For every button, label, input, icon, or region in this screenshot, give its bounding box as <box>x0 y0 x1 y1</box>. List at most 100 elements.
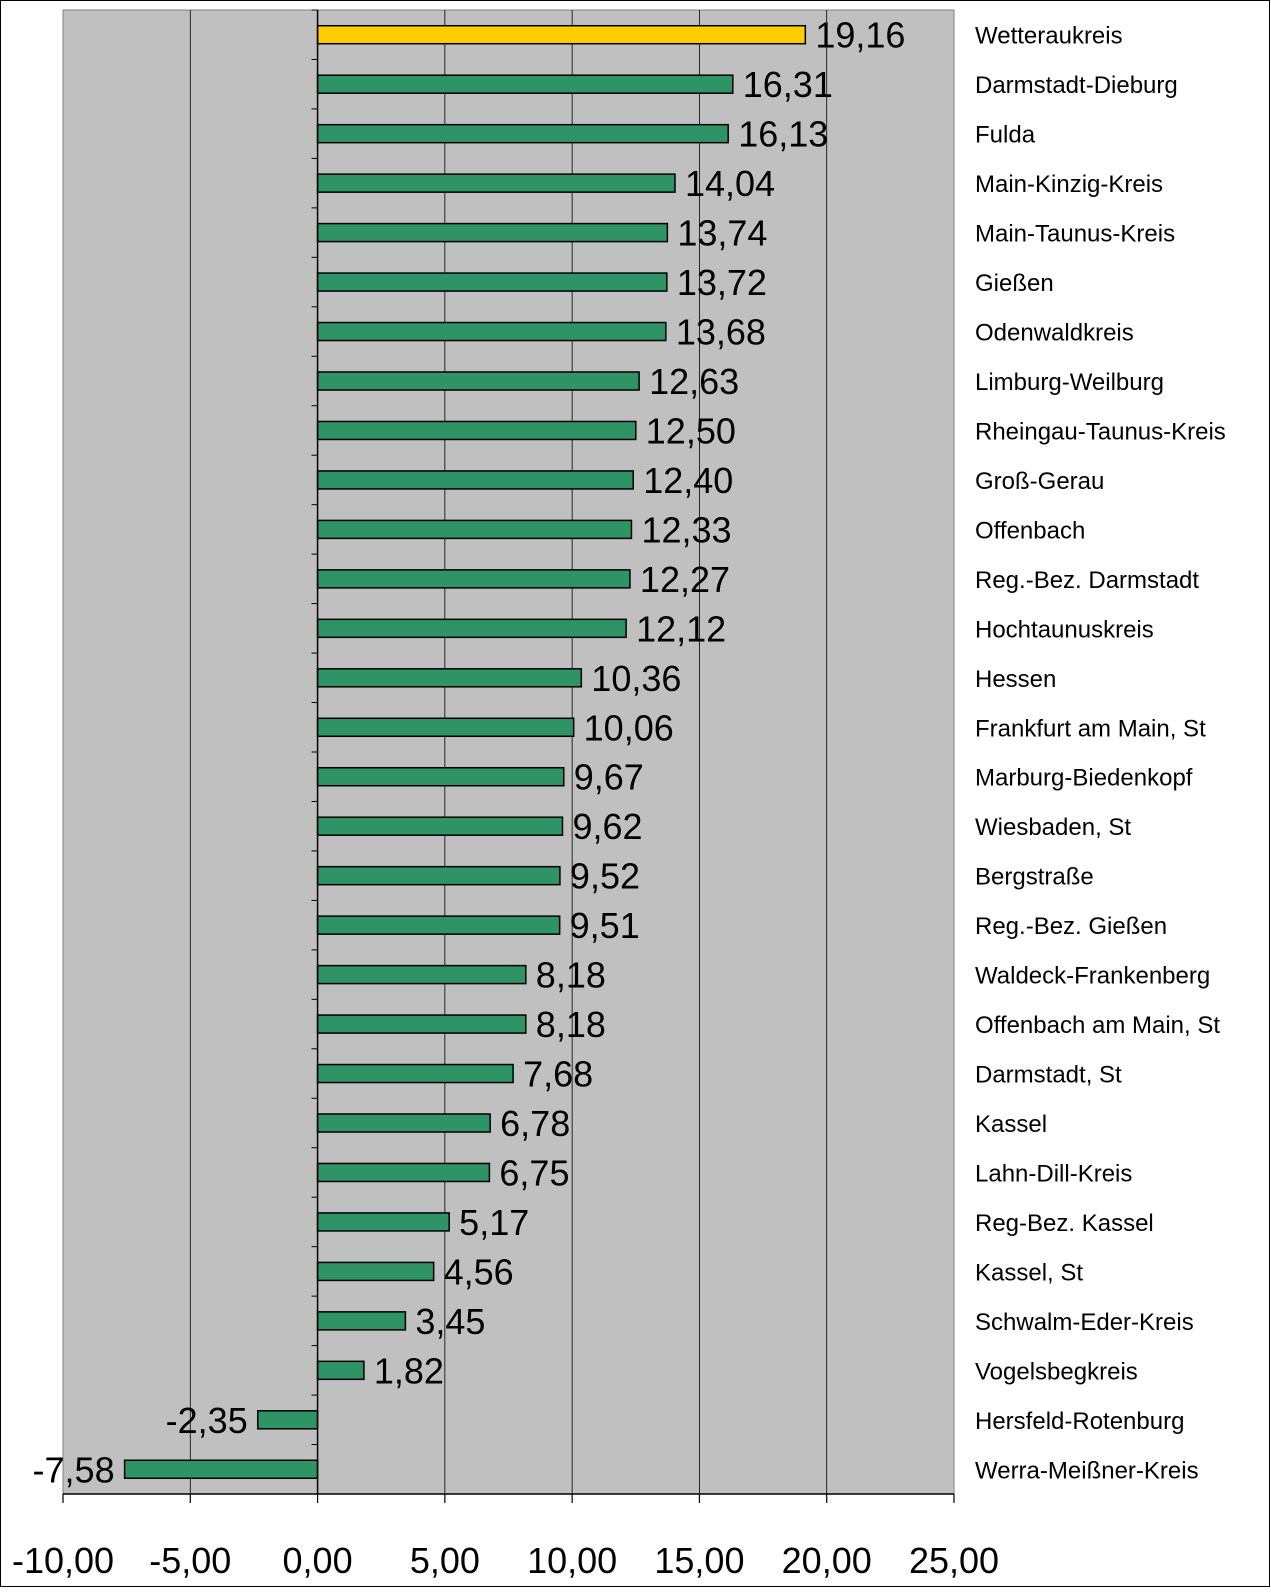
data-label: 4,56 <box>444 1251 514 1292</box>
bar <box>316 1014 527 1034</box>
bar <box>256 1410 319 1430</box>
data-label: 3,45 <box>415 1301 485 1342</box>
category-label: Kassel, St <box>975 1259 1083 1286</box>
category-label: Offenbach am Main, St <box>975 1012 1220 1039</box>
bar <box>316 964 527 985</box>
category-label: Reg-Bez. Kassel <box>975 1210 1154 1237</box>
category-label: Reg.-Bez. Darmstadt <box>975 567 1199 594</box>
bar <box>316 173 676 193</box>
bar <box>316 519 633 540</box>
axes: -10,00 -5,00 0,00 5,00 10,00 15,00 20,00 25,00 <box>12 9 999 1581</box>
category-label: Rheingau-Taunus-Kreis <box>975 418 1226 445</box>
data-label: 12,40 <box>643 460 733 501</box>
bar <box>316 74 734 94</box>
data-label: 9,67 <box>574 757 644 798</box>
data-label: -7,58 <box>33 1449 115 1490</box>
category-label: Hochtaunuskreis <box>975 616 1154 643</box>
category-label: Schwalm-Eder-Kreis <box>975 1309 1194 1336</box>
data-label: 12,50 <box>646 410 736 451</box>
bar <box>316 222 669 243</box>
category-label: Wiesbaden, St <box>975 814 1131 841</box>
bar <box>316 321 667 342</box>
data-label: 16,31 <box>743 64 833 105</box>
data-label: 1,82 <box>374 1350 444 1391</box>
bar <box>316 24 807 45</box>
category-label: Vogelsbegkreis <box>975 1358 1138 1385</box>
category-label: Lahn-Dill-Kreis <box>975 1160 1132 1187</box>
category-label: Reg.-Bez. Gießen <box>975 913 1167 940</box>
gridlines <box>189 10 828 1494</box>
category-label: Frankfurt am Main, St <box>975 715 1206 742</box>
bar <box>316 371 640 391</box>
data-label: 6,78 <box>500 1103 570 1144</box>
data-label: 7,68 <box>523 1054 593 1095</box>
bar <box>316 123 729 144</box>
bar <box>316 766 565 787</box>
bar <box>316 1311 407 1331</box>
bar <box>316 816 564 836</box>
x-tick-label: 5,00 <box>410 1540 480 1581</box>
category-label: Groß-Gerau <box>975 468 1104 495</box>
plot-area <box>62 9 955 1495</box>
data-label: 9,62 <box>572 806 642 847</box>
bar <box>316 865 561 886</box>
data-label: 12,63 <box>649 361 739 402</box>
x-tick-label: 20,00 <box>782 1540 872 1581</box>
data-label: 9,51 <box>570 905 640 946</box>
data-label: 8,18 <box>536 1004 606 1045</box>
bar <box>316 1261 435 1282</box>
bar <box>316 618 627 639</box>
data-label: 5,17 <box>459 1202 529 1243</box>
bar <box>316 1063 514 1084</box>
data-label: 13,68 <box>676 312 766 353</box>
bars <box>123 24 807 1480</box>
data-label: 12,27 <box>640 559 730 600</box>
category-label: Limburg-Weilburg <box>975 369 1164 396</box>
bar <box>316 1360 365 1381</box>
bar <box>316 420 637 441</box>
category-label: Werra-Meißner-Kreis <box>975 1457 1199 1484</box>
x-tick-label: 15,00 <box>654 1540 744 1581</box>
data-label: 9,52 <box>570 856 640 897</box>
category-label: Darmstadt, St <box>975 1062 1122 1089</box>
category-label: Waldeck-Frankenberg <box>975 963 1210 990</box>
category-label: Wetteraukreis <box>975 23 1123 50</box>
data-label: 14,04 <box>685 163 775 204</box>
x-tick-label: -5,00 <box>149 1540 231 1581</box>
category-label: Marburg-Biedenkopf <box>975 765 1193 792</box>
bar <box>316 1212 450 1232</box>
data-label: 6,75 <box>499 1152 569 1193</box>
data-label: 16,13 <box>738 114 828 155</box>
category-label: Gießen <box>975 270 1054 297</box>
labels: 19,16 Wetteraukreis 16,31 Darmstadt-Dieburg… <box>33 15 1226 1491</box>
bar <box>316 1113 491 1133</box>
data-label: 8,18 <box>536 955 606 996</box>
bar <box>316 717 575 738</box>
bar <box>316 470 634 490</box>
bar <box>123 1459 319 1480</box>
bar <box>316 1162 491 1183</box>
data-label: 19,16 <box>815 15 905 56</box>
bar <box>316 569 631 589</box>
category-label: Hessen <box>975 666 1056 693</box>
category-label: Bergstraße <box>975 864 1094 891</box>
category-label: Offenbach <box>975 517 1085 544</box>
bar <box>316 915 561 935</box>
x-tick-label: 0,00 <box>283 1540 353 1581</box>
data-label: 12,33 <box>641 509 731 550</box>
x-tick-label: -10,00 <box>12 1540 114 1581</box>
data-label: 13,72 <box>677 262 767 303</box>
data-label: 10,06 <box>584 707 674 748</box>
category-label: Odenwaldkreis <box>975 320 1134 347</box>
bar <box>316 668 583 688</box>
data-label: 12,12 <box>636 608 726 649</box>
bar <box>316 272 668 292</box>
category-label: Darmstadt-Dieburg <box>975 72 1178 99</box>
data-label: -2,35 <box>166 1400 248 1441</box>
x-tick-label: 10,00 <box>527 1540 617 1581</box>
category-label: Kassel <box>975 1111 1047 1138</box>
category-label: Main-Kinzig-Kreis <box>975 171 1163 198</box>
category-label: Fulda <box>975 122 1036 149</box>
